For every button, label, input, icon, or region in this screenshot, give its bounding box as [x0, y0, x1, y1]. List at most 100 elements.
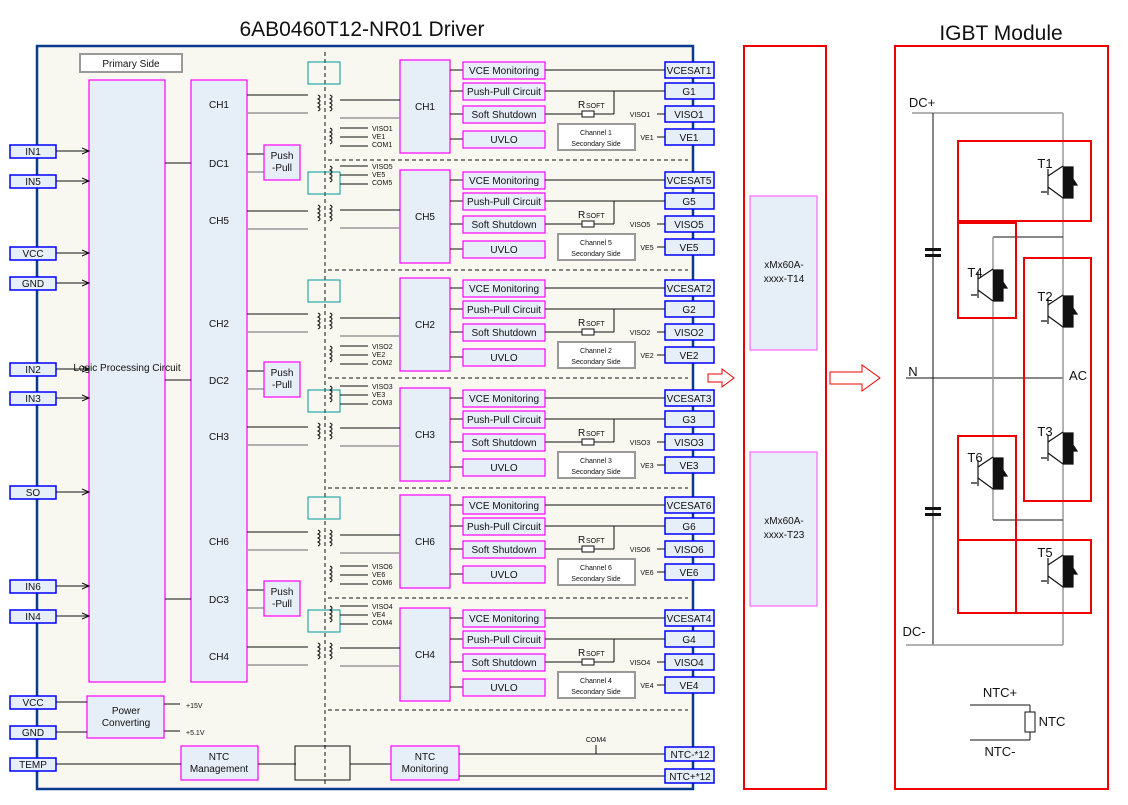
- coil-icon: [328, 642, 333, 660]
- igbt-icon: [1041, 165, 1079, 199]
- block-label: UVLO: [490, 245, 517, 256]
- capacitor-icon: [925, 513, 941, 516]
- coil-icon: [316, 204, 321, 222]
- right-pin-label: G3: [682, 415, 696, 426]
- rsoft-label: R: [578, 318, 585, 329]
- block-uvlo: [462, 130, 546, 149]
- igbt-icon: [971, 456, 1009, 490]
- primary-channel-label: CH3: [209, 432, 229, 443]
- igbt-icon: [971, 268, 1009, 302]
- right-pin-label: VISO3: [674, 438, 704, 449]
- rsoft-sub: SOFT: [586, 538, 605, 545]
- right-pin-label: VCESAT4: [667, 614, 712, 625]
- arrow-icon: [81, 612, 91, 620]
- n-label: N: [908, 364, 917, 379]
- secondary-channel-label: CH6: [415, 537, 435, 548]
- right-pin-label: VISO5: [674, 220, 704, 231]
- adapter-label: xMx60A-: [764, 260, 803, 271]
- secondary-side-text: Channel 5: [580, 240, 612, 247]
- block-label: Push-Pull Circuit: [467, 635, 541, 646]
- rsoft-resistor: [581, 545, 595, 553]
- secondary-side-text: Channel 2: [580, 348, 612, 355]
- right-pin-label: VE2: [680, 351, 699, 362]
- dc-minus-label: DC-: [902, 624, 925, 639]
- right-pin-label: G4: [682, 635, 696, 646]
- push-pull-box: [263, 361, 301, 398]
- right-pin-label: G2: [682, 305, 696, 316]
- right-pin-label: VE5: [680, 243, 699, 254]
- t5-box: [957, 222, 1017, 319]
- ve-label: VE1: [640, 135, 653, 142]
- power-label: Power: [112, 706, 141, 717]
- coil-icon: [316, 422, 321, 440]
- push-pull-label: -Pull: [272, 163, 292, 174]
- logic-processing-box: [88, 79, 166, 683]
- voltage-5v1: +5.1V: [186, 730, 205, 737]
- right-pin-label: VE3: [680, 461, 699, 472]
- ac-label: AC: [1069, 368, 1087, 383]
- ntc-mgmt-label: Management: [190, 764, 249, 775]
- rsoft-resistor: [581, 110, 595, 118]
- right-pin-label: G1: [682, 87, 696, 98]
- rsoft-label: R: [578, 210, 585, 221]
- block-label: Push-Pull Circuit: [467, 522, 541, 533]
- push-pull-label: -Pull: [272, 599, 292, 610]
- secondary-channel-label: CH3: [415, 430, 435, 441]
- coil-icon: [328, 385, 333, 403]
- ntc-minus-pin: [664, 746, 715, 762]
- block-label: UVLO: [490, 570, 517, 581]
- block-label: Push-Pull Circuit: [467, 305, 541, 316]
- iso-label: VISO6: [372, 564, 393, 571]
- block-label: Push-Pull Circuit: [467, 415, 541, 426]
- secondary-side-text: Secondary Side: [571, 469, 621, 476]
- secondary-side-label: [557, 451, 636, 479]
- block-label: Soft Shutdown: [471, 110, 536, 121]
- adapter-outline: [743, 45, 827, 790]
- coil-icon: [316, 642, 321, 660]
- ntc-management-box: [180, 745, 259, 781]
- ntc-mon-label: NTC: [415, 752, 436, 763]
- coil-icon: [328, 127, 333, 145]
- secondary-side-text: Channel 3: [580, 458, 612, 465]
- right-pin-label: VCESAT2: [667, 284, 712, 295]
- block-label: VCE Monitoring: [469, 284, 539, 295]
- left-pin-label: GND: [22, 279, 44, 290]
- rsoft-label: R: [578, 100, 585, 111]
- coil-icon: [328, 345, 333, 363]
- right-pin-label: VCESAT3: [667, 394, 712, 405]
- iso-label: COM6: [372, 580, 392, 587]
- primary-side-text: Primary Side: [102, 59, 160, 70]
- primary-channel-label: DC3: [209, 595, 229, 606]
- secondary-channel-label: CH5: [415, 212, 435, 223]
- transformer-box: [307, 389, 341, 413]
- right-pin-label: VE6: [680, 568, 699, 579]
- secondary-side-text: Channel 4: [580, 678, 612, 685]
- primary-channel-label: CH5: [209, 216, 229, 227]
- arrow-icon: [81, 365, 91, 373]
- power-converting-box: [86, 695, 165, 739]
- primary-channel-label: CH1: [209, 100, 229, 111]
- secondary-side-text: Channel 6: [580, 565, 612, 572]
- igbt-label-t3: T3: [1037, 424, 1052, 439]
- adapter-label: xxxx-T14: [764, 274, 805, 285]
- iso-label: COM2: [372, 360, 392, 367]
- igbt-module-outline: [894, 45, 1109, 790]
- iso-label: COM5: [372, 180, 392, 187]
- coil-icon: [316, 94, 321, 112]
- rsoft-sub: SOFT: [586, 431, 605, 438]
- secondary-side-label: [557, 558, 636, 586]
- dc-plus-label: DC+: [909, 95, 935, 110]
- ve-label: VE5: [640, 245, 653, 252]
- module-title: IGBT Module: [939, 22, 1062, 45]
- coil-icon: [316, 312, 321, 330]
- rsoft-sub: SOFT: [586, 213, 605, 220]
- push-pull-label: -Pull: [272, 380, 292, 391]
- block-label: Soft Shutdown: [471, 220, 536, 231]
- igbt-icon: [1041, 554, 1079, 588]
- push-pull-label: Push: [271, 587, 294, 598]
- iso-label: VE5: [372, 172, 385, 179]
- ntc-plus-pin: [664, 768, 715, 784]
- block-label: VCE Monitoring: [469, 394, 539, 405]
- igbt-label-t1: T1: [1037, 156, 1052, 171]
